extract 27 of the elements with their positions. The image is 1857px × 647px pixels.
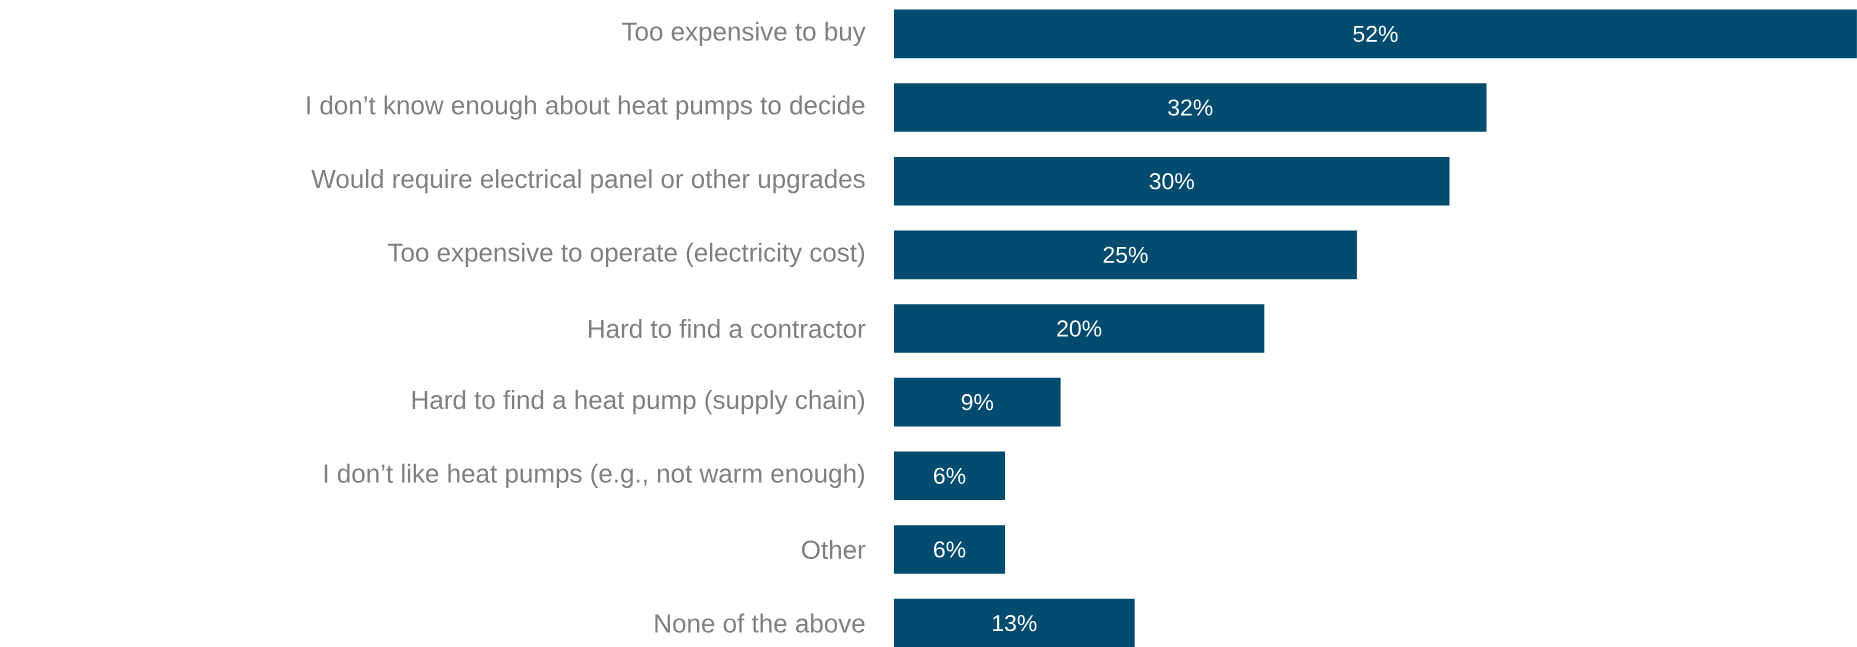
y-tick-label: Would require electrical panel or other upgrades bbox=[311, 168, 865, 194]
y-tick-label: I don’t like heat pumps (e.g., not warm enough) bbox=[324, 463, 865, 488]
data-label: 9% bbox=[961, 393, 994, 411]
bar bbox=[893, 156, 1450, 206]
bar bbox=[893, 598, 1135, 647]
data-label: 25% bbox=[1103, 246, 1148, 263]
y-tick-label: I don’t know enough about heat pumps to decide bbox=[307, 95, 865, 120]
bar bbox=[893, 451, 1006, 500]
y-tick-label: Hard to find a contractor bbox=[588, 318, 866, 338]
data-label: 6% bbox=[934, 541, 966, 558]
bar bbox=[893, 524, 1006, 574]
y-tick-label: Too expensive to operate (electricity cost) bbox=[388, 242, 865, 267]
data-label: 32% bbox=[1168, 99, 1213, 116]
data-label: 13% bbox=[993, 614, 1037, 632]
y-tick-label: Hard to find a heat pump (supply chain) bbox=[412, 389, 865, 415]
bar bbox=[893, 9, 1857, 58]
data-label: 52% bbox=[1353, 25, 1398, 42]
bar bbox=[893, 83, 1487, 132]
data-label: 30% bbox=[1149, 172, 1194, 190]
bar bbox=[893, 377, 1061, 427]
data-label: 6% bbox=[934, 467, 966, 484]
bar bbox=[893, 303, 1265, 353]
y-tick-label: None of the above bbox=[655, 613, 865, 633]
y-tick-label: Other bbox=[801, 539, 866, 559]
bar bbox=[893, 230, 1357, 279]
y-tick-label: Too expensive to buy bbox=[622, 21, 866, 46]
data-label: 20% bbox=[1057, 320, 1102, 337]
